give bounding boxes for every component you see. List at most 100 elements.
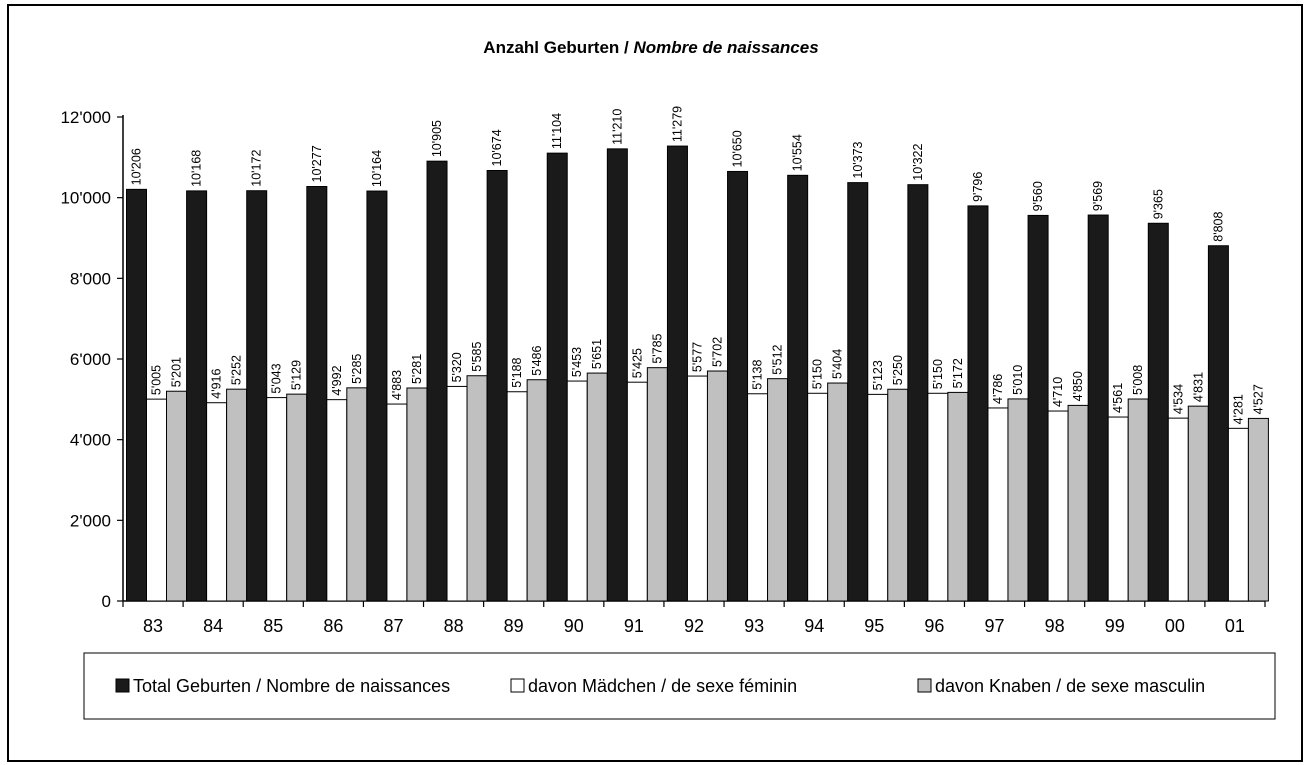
chart-title-italic: Nombre de naissances	[633, 38, 818, 57]
bar-girls	[1167, 417, 1189, 602]
bar-boys	[1007, 398, 1029, 602]
data-label: 5'008	[1131, 365, 1145, 395]
data-label: 4'992	[330, 365, 344, 395]
data-label: 5'285	[350, 354, 364, 384]
y-tick-label: 10'000	[60, 189, 111, 208]
legend-label: davon Knaben / de sexe masculin	[935, 676, 1205, 696]
data-label: 9'560	[1031, 181, 1045, 211]
data-label: 10'277	[310, 145, 324, 182]
data-label: 4'281	[1231, 394, 1245, 424]
data-label: 8'808	[1211, 212, 1225, 242]
data-label: 10'650	[731, 130, 745, 167]
data-label: 10'206	[130, 148, 144, 185]
x-tick-label: 91	[624, 616, 644, 636]
bar-girls	[206, 402, 228, 602]
chart-title: Anzahl Geburten / Nombre de naissances	[483, 38, 818, 57]
data-label: 4'527	[1251, 384, 1265, 414]
data-label: 10'172	[250, 150, 264, 187]
data-label: 5'043	[270, 363, 284, 393]
x-tick-label: 83	[143, 616, 163, 636]
bar-girls	[566, 380, 588, 602]
bar-girls	[867, 393, 889, 602]
x-tick-label: 00	[1165, 616, 1185, 636]
bar-girls	[807, 392, 829, 602]
bar-boys	[1067, 404, 1089, 602]
bar-total	[426, 160, 448, 602]
data-label: 4'916	[210, 368, 224, 398]
bar-boys	[346, 387, 368, 602]
y-tick-label: 8'000	[70, 269, 111, 288]
data-label: 4'786	[991, 374, 1005, 404]
bar-boys	[827, 382, 849, 602]
data-label: 5'188	[510, 358, 524, 388]
chart-title-main: Anzahl Geburten /	[483, 38, 633, 57]
x-tick-label: 94	[804, 616, 824, 636]
data-label: 10'373	[851, 141, 865, 178]
bar-boys	[526, 379, 548, 602]
data-label: 5'123	[871, 360, 885, 390]
data-label: 5'172	[951, 358, 965, 388]
bar-total	[787, 174, 809, 602]
data-label: 5'005	[150, 365, 164, 395]
data-label: 4'883	[390, 370, 404, 400]
data-label: 5'577	[690, 342, 704, 372]
data-label: 10'322	[911, 143, 925, 180]
bar-total	[847, 182, 869, 602]
bar-boys	[586, 372, 608, 602]
y-tick-label: 4'000	[70, 431, 111, 450]
data-label: 5'252	[230, 355, 244, 385]
bar-girls	[266, 397, 288, 602]
data-label: 10'554	[791, 134, 805, 171]
legend-swatch	[510, 678, 525, 693]
data-label: 5'585	[470, 341, 484, 371]
bar-total	[1027, 214, 1049, 602]
bar-boys	[286, 393, 308, 602]
data-label: 4'850	[1071, 371, 1085, 401]
data-label: 5'250	[891, 355, 905, 385]
data-label: 9'796	[971, 172, 985, 202]
data-label: 10'905	[430, 120, 444, 157]
x-tick-label: 89	[504, 616, 524, 636]
bar-boys	[767, 378, 789, 602]
bar-boys	[1187, 405, 1209, 602]
x-tick-label: 84	[203, 616, 223, 636]
legend-swatch	[115, 678, 130, 693]
bar-girls	[626, 381, 648, 602]
bar-boys	[646, 367, 668, 602]
data-label: 5'453	[570, 347, 584, 377]
bar-total	[486, 169, 508, 602]
data-label: 10'164	[370, 150, 384, 187]
data-label: 5'404	[831, 349, 845, 379]
bar-total	[1147, 222, 1169, 602]
bar-total	[186, 190, 208, 602]
bar-total	[907, 184, 929, 602]
x-tick-label: 90	[564, 616, 584, 636]
data-label: 11'104	[550, 113, 564, 149]
y-tick-label: 2'000	[70, 511, 111, 530]
x-tick-label: 85	[263, 616, 283, 636]
legend-swatch	[917, 678, 932, 693]
bar-total	[727, 170, 749, 602]
data-label: 4'561	[1111, 383, 1125, 413]
bar-boys	[466, 375, 488, 602]
data-label: 5'425	[630, 348, 644, 378]
bar-girls	[146, 398, 167, 602]
bar-girls	[927, 392, 949, 602]
bar-total	[1087, 214, 1109, 602]
data-label: 4'710	[1051, 377, 1065, 407]
y-tick-label: 12'000	[60, 108, 111, 127]
bar-girls	[326, 399, 348, 602]
data-label: 5'785	[650, 333, 664, 363]
bar-total	[666, 145, 688, 602]
data-label: 5'150	[811, 359, 825, 389]
data-label: 10'168	[190, 150, 204, 187]
data-label: 4'534	[1171, 384, 1185, 414]
bar-boys	[887, 388, 909, 602]
x-tick-label: 01	[1225, 616, 1245, 636]
y-tick-label: 6'000	[70, 350, 111, 369]
y-tick-label: 0	[102, 592, 111, 611]
x-tick-label: 97	[985, 616, 1005, 636]
bar-girls	[1107, 416, 1129, 602]
bar-total	[967, 205, 989, 602]
